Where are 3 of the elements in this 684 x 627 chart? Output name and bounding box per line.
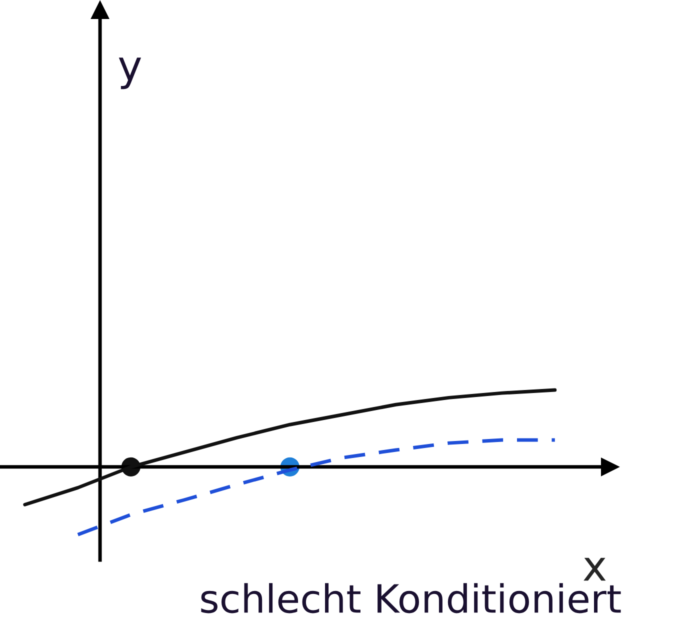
x-axis-title: x xyxy=(584,558,606,581)
text: y xyxy=(118,58,142,90)
text: schlecht Konditioniert xyxy=(201,583,621,614)
